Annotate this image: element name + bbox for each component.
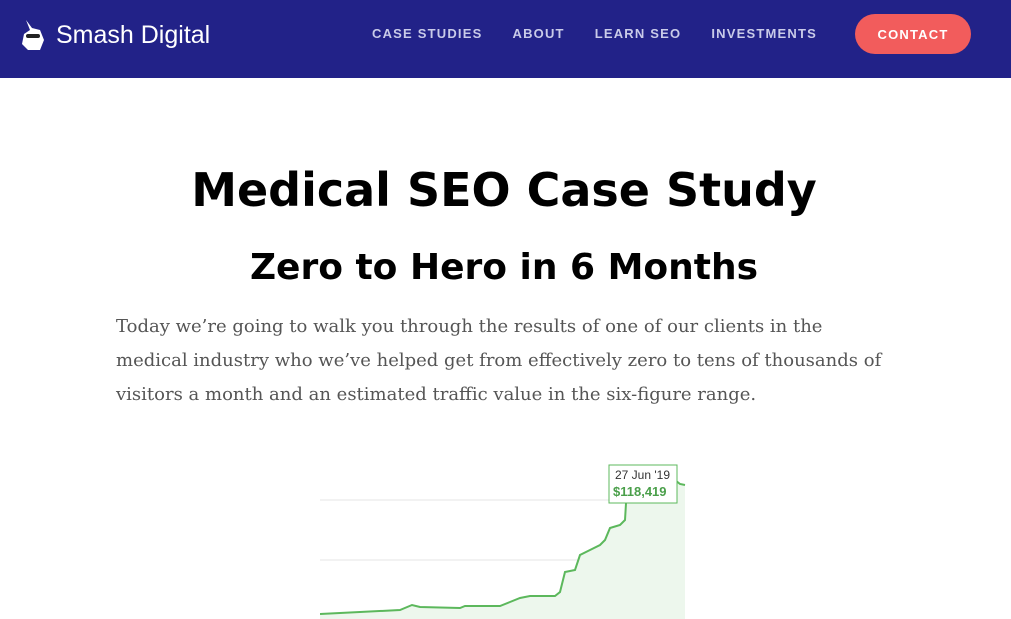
intro-paragraph: Today we’re going to walk you through th… [116, 316, 882, 405]
subtitle: Zero to Hero in 6 Months [249, 247, 759, 288]
title: Medical SEO Case Study [191, 163, 817, 217]
tooltip-value: $118,419 [613, 484, 667, 499]
tooltip-box [608, 464, 678, 504]
header: Smash Digital CASE STUDIES ABOUT LEARN S… [0, 0, 1011, 78]
logo[interactable]: Smash Digital [18, 18, 210, 52]
contact-button[interactable]: CONTACT [855, 14, 971, 54]
tooltip-date: 27 Jun '19 [615, 468, 670, 482]
nav-link[interactable]: ABOUT [512, 26, 565, 41]
nav-link[interactable]: CASE STUDIES [372, 26, 483, 41]
traffic-chart-image: 27 Jun '19 $118,419 [320, 464, 686, 619]
logo-icon [22, 20, 44, 50]
logo-text: Smash Digital [56, 20, 211, 49]
nav-link[interactable]: LEARN SEO [594, 26, 682, 41]
nav: CASE STUDIES ABOUT LEARN SEO INVESTMENTS [372, 26, 817, 41]
nav-link[interactable]: INVESTMENTS [711, 26, 818, 41]
area [320, 470, 685, 619]
